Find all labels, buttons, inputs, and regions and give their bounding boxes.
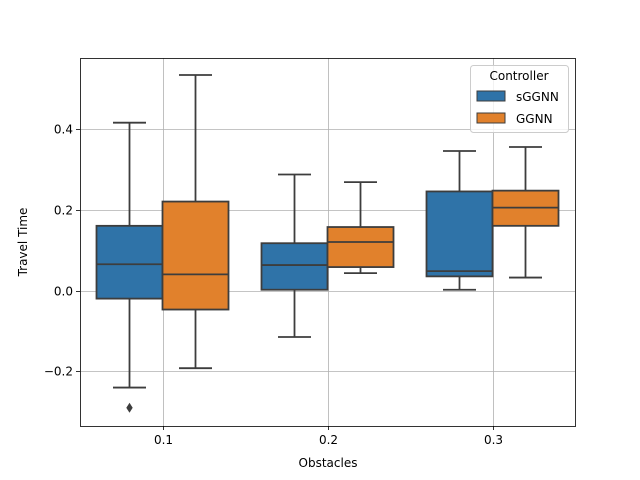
legend-swatch-sggnn [476, 90, 506, 102]
plot-frame [80, 58, 576, 427]
y-tick-label: −0.2 [44, 365, 73, 379]
axis-ticks: 0.1 0.2 0.3 −0.2 0.0 0.2 0.4 [44, 123, 503, 448]
box-ggnn-0.1 [161, 74, 230, 370]
y-tick-label: 0.0 [54, 285, 73, 299]
box-body [326, 226, 395, 268]
box-plots [95, 74, 560, 413]
box-body [425, 190, 494, 278]
box-body [95, 224, 164, 300]
box-ggnn-0.2 [326, 181, 395, 275]
y-tick-label: 0.4 [54, 123, 73, 137]
x-tick-label: 0.3 [484, 433, 503, 447]
box-sggnn-0.2 [260, 173, 329, 338]
box-sggnn-0.1 [95, 121, 164, 413]
y-axis-label: Travel Time [16, 208, 30, 278]
x-axis-label: Obstacles [299, 456, 358, 470]
box-sggnn-0.3 [425, 150, 494, 291]
y-tick-label: 0.2 [54, 204, 73, 218]
box-ggnn-0.3 [491, 146, 560, 279]
x-tick-label: 0.1 [154, 433, 173, 447]
outlier-point [126, 402, 133, 413]
legend-title: Controller [489, 69, 548, 83]
box-body [161, 200, 230, 311]
legend-label-sggnn: sGGNN [516, 90, 559, 104]
legend-swatch-ggnn [476, 112, 506, 124]
legend-label-ggnn: GGNN [516, 112, 553, 126]
legend: Controller sGGNN GGNN [470, 65, 569, 133]
x-tick-label: 0.2 [319, 433, 338, 447]
box-body [260, 242, 329, 291]
